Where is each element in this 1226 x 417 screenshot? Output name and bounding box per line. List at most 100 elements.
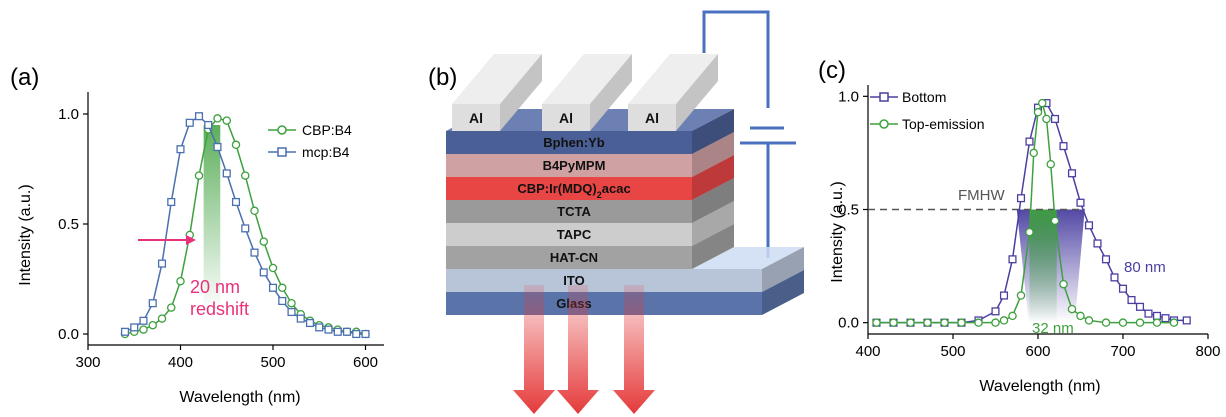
- chart0-series-1-point: [296, 314, 305, 323]
- electrode-side: [500, 54, 542, 131]
- chart0-series-1-point: [241, 224, 250, 233]
- panel-c-ylabel: Intensity (a.u.): [829, 181, 846, 282]
- chart1-series-1-point: [923, 318, 932, 327]
- chart1-series-1-point: [1025, 227, 1034, 237]
- panel-c-xlabel: Wavelength (nm): [979, 378, 1100, 395]
- chart1-x-tick-label: 500: [940, 343, 965, 360]
- panel-b-label: (b): [428, 64, 457, 91]
- chart0-series-1-point: [130, 323, 139, 332]
- layer-side-face: [692, 155, 734, 200]
- chart1-series-1-point: [999, 316, 1009, 325]
- top-fwhm-band: [1029, 209, 1057, 323]
- chart0-series-1-point: [148, 299, 157, 308]
- legend-top-label: Top-emission: [902, 116, 984, 132]
- redshift-band: [203, 125, 221, 312]
- layer-front-face: [446, 269, 762, 292]
- chart1-series-0-point: [1101, 255, 1111, 264]
- emission-arrows: [513, 285, 655, 414]
- layer-label: CBP:Ir(MDQ)2acac: [517, 181, 630, 200]
- chart0-series-0-point: [148, 320, 157, 330]
- chart1-series-0-point: [991, 307, 1000, 316]
- chart1-series-0-point: [999, 291, 1009, 300]
- chart1-series-0-point: [1144, 309, 1153, 318]
- chart1-series-1-point: [1033, 107, 1043, 117]
- chart0-series-1-point: [157, 259, 167, 268]
- chart0-series-1-point: [259, 268, 268, 277]
- chart0-series-1-point: [204, 120, 213, 130]
- chart1-y-tick-label: 1.0: [838, 88, 859, 105]
- chart0-series-0-point: [277, 283, 287, 293]
- chart1-series-1-point: [1152, 318, 1162, 327]
- layer-label: TCTA: [557, 204, 591, 219]
- chart0-series-0-point: [139, 325, 148, 334]
- chart0-series-1-point: [231, 197, 241, 207]
- chart0-series-1-point: [287, 307, 296, 317]
- chart0-series-1-point: [176, 145, 185, 154]
- layer-front-face: [446, 292, 762, 315]
- chart0-series-0-point: [259, 237, 268, 246]
- chart1-x-tick-label: 400: [855, 343, 880, 360]
- chart1-series-1-point: [991, 318, 1000, 327]
- electrode-al-2: Al: [542, 54, 632, 131]
- chart0-x-tick-label: 500: [260, 354, 285, 371]
- chart1-series-1-point: [957, 318, 966, 327]
- layer-label: Bphen:Yb: [543, 135, 604, 150]
- legend-top-marker: [879, 119, 889, 129]
- chart1-series-0-point: [1161, 314, 1170, 323]
- chart0-series-1-point: [167, 197, 176, 207]
- layer-front-face: [446, 154, 692, 177]
- chart0-series-0-point: [194, 171, 204, 180]
- electrode-al-1: Al: [452, 54, 542, 131]
- chart1-y-tick-label: 0.5: [838, 202, 859, 219]
- chart0-series-1-point: [342, 327, 352, 336]
- chart1-series-1-point: [1135, 318, 1145, 327]
- chart1-series-1-point: [1050, 216, 1060, 226]
- electrode-front: [628, 104, 676, 131]
- layer-side-face: [692, 224, 734, 269]
- chart0-series-1-point: [268, 283, 278, 292]
- chart0-series-1-point: [139, 316, 148, 325]
- chart1-series-1-point: [974, 318, 983, 327]
- chart1-series-1-point: [1016, 291, 1026, 300]
- panel-b: (b) GlassITOHAT-CNTAPCTCTACBP:Ir(MDQ)2ac…: [428, 10, 804, 414]
- layer-label: ITO: [563, 273, 584, 288]
- layer-label: HAT-CN: [550, 250, 598, 265]
- chart0-x-tick-label: 600: [353, 354, 378, 371]
- chart1-series-1-point: [906, 318, 915, 327]
- chart1-series-0-point: [1118, 284, 1128, 293]
- chart0-series-0-point: [222, 116, 231, 125]
- emission-arrow-2: [557, 285, 599, 414]
- legend-cbp-label: CBP:B4: [302, 122, 352, 138]
- chart1-series-1-point: [1084, 316, 1094, 325]
- chart1-series-1-point: [1076, 311, 1085, 321]
- chart0-series-0-point: [176, 276, 185, 286]
- panel-a-xlabel: Wavelength (nm): [179, 389, 300, 406]
- panel-c-legend: Bottom Top-emission: [870, 89, 984, 132]
- chart0-series-1-point: [213, 142, 222, 152]
- chart1-series-0-point: [1110, 273, 1119, 282]
- electrode-al-3: Al: [628, 54, 718, 131]
- chart1-y-tick-label: 0.0: [838, 315, 859, 332]
- chart0-series-0-point: [213, 114, 222, 123]
- layer-front-face: [446, 177, 692, 200]
- chart1-series-1-point: [1038, 98, 1047, 108]
- chart0-y-tick-label: 1.0: [58, 106, 79, 123]
- layer-side-face: [762, 270, 804, 315]
- layer-side-face: [692, 201, 734, 246]
- panel-a-legend: CBP:B4 mcp:B4: [268, 122, 352, 160]
- layer-label: TAPC: [557, 227, 592, 242]
- chart1-series-1-point: [1101, 318, 1111, 327]
- emission-arrow-3: [613, 285, 655, 414]
- legend-mcp-label: mcp:B4: [302, 144, 350, 160]
- electrode-side: [590, 54, 632, 131]
- chart0-series-0-point: [166, 303, 176, 312]
- emission-arrow-1: [513, 285, 555, 414]
- chart0-series-1-point: [305, 318, 315, 328]
- legend-bottom-label: Bottom: [902, 89, 946, 105]
- panel-a-redshift-arrow-head: [186, 235, 196, 245]
- chart1-series-0-point: [1152, 311, 1162, 320]
- layer-label: B4PyMPM: [543, 158, 606, 173]
- chart1-series-1-point: [1042, 114, 1051, 124]
- panel-a-annotation-1: 20 nm: [190, 277, 240, 297]
- chart0-series-0-point: [157, 314, 167, 323]
